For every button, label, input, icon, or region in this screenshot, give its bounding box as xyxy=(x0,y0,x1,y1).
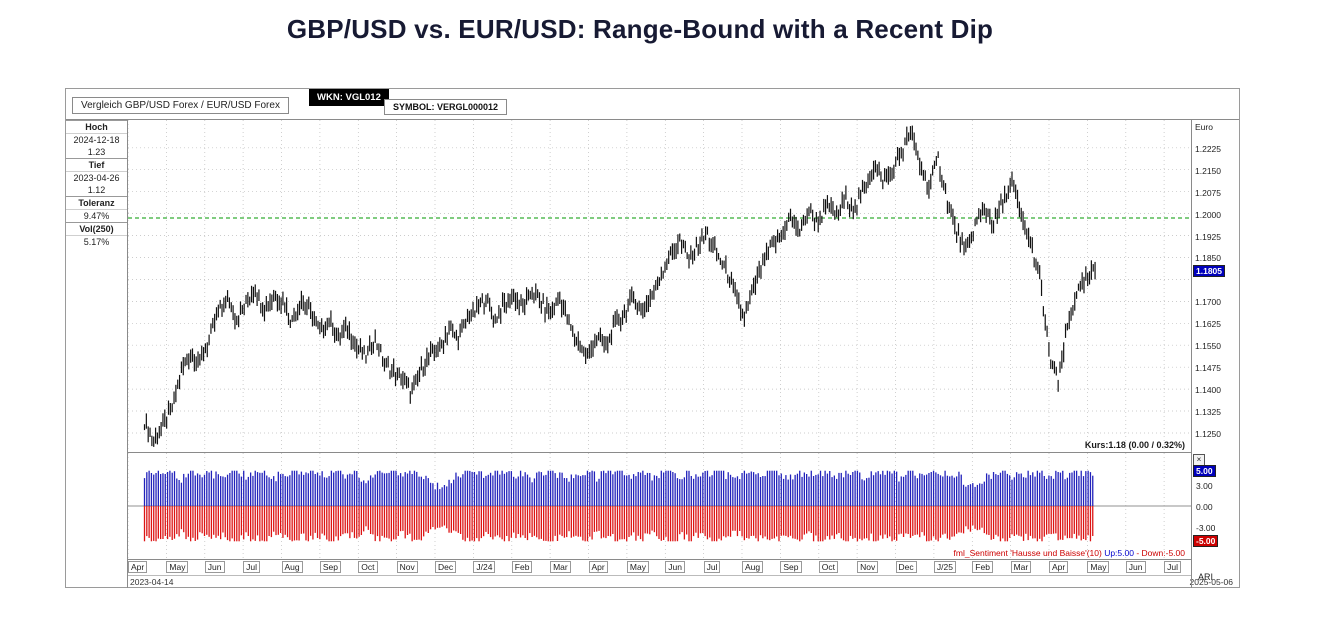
y-axis-tick-label: 1.1625 xyxy=(1195,319,1221,330)
kurs-price: Kurs:1.18 xyxy=(1084,440,1126,450)
stat-tief-date: 2023-04-26 xyxy=(73,173,120,183)
y-axis-tick-label: 1.1475 xyxy=(1195,363,1221,374)
kurs-change: (0.00 / 0.32%) xyxy=(1128,440,1185,450)
sentiment-chart-svg xyxy=(128,453,1191,559)
y-axis-tick-label: 1.1400 xyxy=(1195,385,1221,396)
x-axis-month-label: Aug xyxy=(281,561,303,573)
x-axis-month-label: May xyxy=(626,561,649,573)
x-axis-dates: 2023-04-14 2025-05-06 xyxy=(128,576,1233,590)
x-axis-month-label: Sep xyxy=(780,561,802,573)
sentiment-tick-label: 0.00 xyxy=(1196,502,1213,512)
x-axis-month-label: Sep xyxy=(319,561,342,573)
sentiment-up-cap-badge: 5.00 xyxy=(1193,464,1216,477)
y-axis-tick-label: 1.1325 xyxy=(1195,407,1221,418)
last-price-badge: 1.1805 xyxy=(1193,264,1225,277)
x-axis-month-label: Mar xyxy=(550,561,571,573)
stat-toleranz-label: Toleranz xyxy=(66,196,127,210)
x-axis-month-label: May xyxy=(1087,561,1110,573)
stat-tief-value: 1.12 xyxy=(87,185,106,195)
x-axis-month-label: Feb xyxy=(972,561,993,573)
x-axis-month-label: Jul xyxy=(1164,561,1181,573)
x-axis-month-label: J/25 xyxy=(933,561,956,573)
y-axis-tick-label: 1.1700 xyxy=(1195,297,1221,308)
y-axis-tick-label: 1.1850 xyxy=(1195,253,1221,264)
stat-toleranz-value: 9.47% xyxy=(83,211,110,221)
instrument-name-label: Vergleich GBP/USD Forex / EUR/USD Forex xyxy=(72,97,289,114)
wkn-tab[interactable]: WKN: VGL012 xyxy=(309,89,389,106)
chart-window-body: Hoch 2024-12-18 1.23 Tief 2023-04-26 1.1… xyxy=(66,120,1239,588)
x-axis-month-label: Aug xyxy=(742,561,764,573)
stat-hoch-date: 2024-12-18 xyxy=(73,135,120,145)
x-axis-month-label: Jul xyxy=(703,561,721,573)
x-axis-month-label: Apr xyxy=(128,561,148,573)
y-axis-tick-label: 1.1250 xyxy=(1195,428,1221,439)
symbol-tab[interactable]: SYMBOL: VERGL000012 xyxy=(384,99,508,115)
x-axis-month-label: Apr xyxy=(588,561,608,573)
x-axis-month-label: J/24 xyxy=(473,561,496,573)
sentiment-tick-label: -3.00 xyxy=(1196,523,1216,534)
chart-window-header: Vergleich GBP/USD Forex / EUR/USD Forex … xyxy=(66,89,1239,120)
y-axis-tick-label: 1.1550 xyxy=(1195,341,1221,352)
y-axis-tick-label: 1.2075 xyxy=(1195,187,1221,198)
sentiment-indicator-label: fml_Sentiment 'Hausse und Baisse'(10) Up… xyxy=(953,548,1185,558)
sentiment-down-cap-badge: -5.00 xyxy=(1193,535,1219,548)
x-axis-month-label: Jun xyxy=(204,561,225,573)
x-axis[interactable]: Apr May Jun Jul Aug Sep Oct Nov Dec J/24 Feb Mar Apr… xyxy=(128,560,1191,576)
x-axis-month-label: Mar xyxy=(1010,561,1032,573)
x-axis-month-label: Feb xyxy=(511,561,533,573)
price-pane[interactable]: Kurs:1.18 (0.00 / 0.32%) xyxy=(128,120,1191,453)
price-axis[interactable]: Euro 1.2225 1.2150 1.2075 1.2000 1.1925 1.185… xyxy=(1192,120,1239,453)
y-axis-tick-label: 1.2225 xyxy=(1195,143,1221,154)
x-axis-month-label: Oct xyxy=(818,561,839,573)
right-axis-column: Euro 1.2225 1.2150 1.2075 1.2000 1.1925 1.185… xyxy=(1191,120,1239,588)
plot-area: Kurs:1.18 (0.00 / 0.32%) fml_Sentiment '… xyxy=(128,120,1233,590)
x-axis-month-label: May xyxy=(166,561,189,573)
x-axis-month-label: Jun xyxy=(1125,561,1146,573)
sentiment-tick-label: 3.00 xyxy=(1196,480,1213,491)
sentiment-axis[interactable]: × 5.00 3.00 0.00 -3.00 -5.00 xyxy=(1192,453,1239,560)
chart-window: Vergleich GBP/USD Forex / EUR/USD Forex … xyxy=(65,88,1240,588)
start-date-label: 2023-04-14 xyxy=(130,577,174,587)
x-axis-month-label: Apr xyxy=(1049,561,1069,573)
y-axis-tick-label: 1.1925 xyxy=(1195,231,1221,242)
page-title: GBP/USD vs. EUR/USD: Range-Bound with a … xyxy=(286,14,994,44)
axis-currency-label: Euro xyxy=(1195,122,1213,132)
x-axis-month-label: Oct xyxy=(358,561,378,573)
end-date-label: 2025-05-06 xyxy=(1189,577,1233,587)
stats-panel: Hoch 2024-12-18 1.23 Tief 2023-04-26 1.1… xyxy=(66,120,128,588)
x-axis-month-label: Jul xyxy=(243,561,260,573)
x-axis-month-label: Nov xyxy=(857,561,879,573)
kurs-readout: Kurs:1.18 (0.00 / 0.32%) xyxy=(1085,440,1185,450)
sentiment-pane[interactable]: fml_Sentiment 'Hausse und Baisse'(10) Up… xyxy=(128,453,1191,560)
price-chart-svg xyxy=(128,120,1191,452)
x-axis-month-label: Jun xyxy=(665,561,686,573)
stat-vol250-value: 5.17% xyxy=(83,237,110,247)
ari-label: ARI xyxy=(1198,572,1214,582)
y-axis-tick-label: 1.2150 xyxy=(1195,165,1221,176)
x-axis-month-label: Nov xyxy=(396,561,418,573)
stat-hoch-value: 1.23 xyxy=(87,147,106,157)
x-axis-month-label: Dec xyxy=(895,561,917,573)
y-axis-tick-label: 1.2000 xyxy=(1195,209,1221,220)
x-axis-month-label: Dec xyxy=(435,561,457,573)
stat-vol250-label: Vol(250) xyxy=(66,222,127,236)
stat-hoch-label: Hoch xyxy=(66,120,127,134)
stat-tief-label: Tief xyxy=(66,158,127,172)
